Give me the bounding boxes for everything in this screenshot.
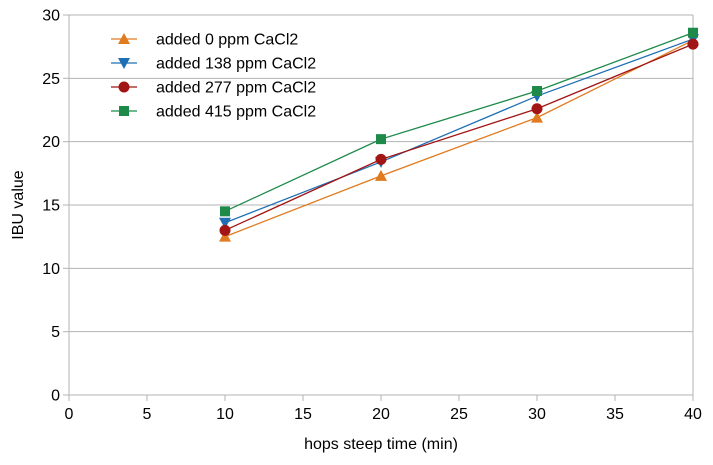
data-point <box>219 224 231 236</box>
legend-item-0: added 0 ppm CaCl2 <box>111 32 298 49</box>
legend-marker <box>118 58 130 69</box>
y-tick-label: 30 <box>42 8 60 25</box>
data-point <box>220 206 230 217</box>
x-axis-title: hops steep time (min) <box>304 436 458 453</box>
x-tick-label: 20 <box>372 406 390 423</box>
y-tick-label: 15 <box>42 198 60 215</box>
legend-item-3: added 415 ppm CaCl2 <box>111 104 316 121</box>
data-point <box>375 169 387 181</box>
x-tick-label: 0 <box>65 406 74 423</box>
data-point <box>531 111 543 123</box>
legend-marker <box>118 33 130 44</box>
data-point <box>219 230 231 242</box>
series-line <box>224 38 694 224</box>
axes <box>63 14 694 401</box>
series-3 <box>220 27 698 217</box>
y-tick-label: 20 <box>42 134 60 151</box>
x-tick-label: 40 <box>684 406 702 423</box>
data-point <box>688 27 698 38</box>
x-tick-label: 35 <box>606 406 624 423</box>
y-tick-label: 0 <box>51 388 60 405</box>
x-tick-label: 5 <box>143 406 152 423</box>
x-tick-label: 25 <box>450 406 468 423</box>
data-point <box>687 38 699 50</box>
data-series <box>219 27 699 242</box>
x-axis-tick-labels: 0 5 10 15 20 25 30 35 40 <box>65 406 702 423</box>
x-tick-label: 15 <box>294 406 312 423</box>
legend: added 0 ppm CaCl2 added 138 ppm CaCl2 adde… <box>111 32 316 121</box>
legend-label: added 277 ppm CaCl2 <box>156 80 316 97</box>
series-line <box>224 39 694 238</box>
data-point <box>531 103 543 115</box>
data-point <box>219 217 231 229</box>
series-line <box>224 43 694 231</box>
data-point <box>375 153 387 165</box>
series-line <box>224 32 694 212</box>
y-axis-title: IBU value <box>10 170 27 239</box>
y-tick-label: 5 <box>51 324 60 341</box>
x-tick-label: 30 <box>528 406 546 423</box>
legend-item-1: added 138 ppm CaCl2 <box>111 56 316 73</box>
series-2 <box>219 38 699 236</box>
legend-marker <box>119 106 129 116</box>
y-axis-tick-labels: 0 5 10 15 20 25 30 <box>42 8 60 405</box>
legend-label: added 138 ppm CaCl2 <box>156 56 316 73</box>
legend-item-2: added 277 ppm CaCl2 <box>111 80 316 97</box>
data-point <box>532 86 542 96</box>
x-tick-label: 10 <box>216 406 234 423</box>
y-tick-label: 10 <box>42 261 60 278</box>
legend-marker <box>118 81 130 93</box>
legend-label: added 415 ppm CaCl2 <box>156 104 316 121</box>
y-tick-label: 25 <box>42 71 60 88</box>
legend-label: added 0 ppm CaCl2 <box>156 32 298 49</box>
data-point <box>376 134 386 145</box>
